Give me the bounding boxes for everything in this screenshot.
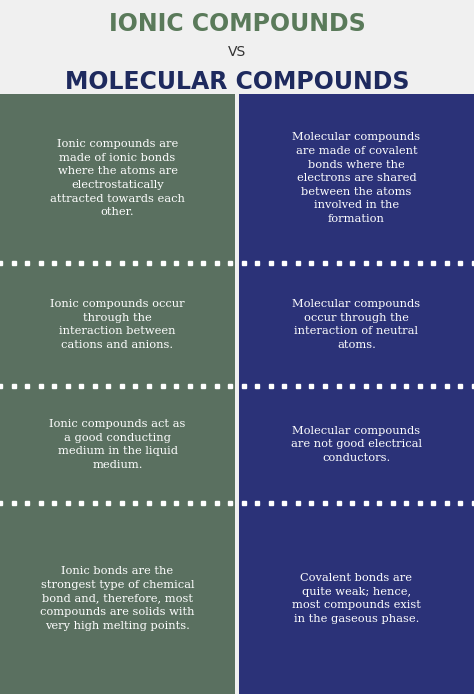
FancyBboxPatch shape xyxy=(239,502,474,694)
Text: Ionic bonds are the
strongest type of chemical
bond and, therefore, most
compoun: Ionic bonds are the strongest type of ch… xyxy=(40,566,195,631)
Text: MOLECULAR COMPOUNDS: MOLECULAR COMPOUNDS xyxy=(65,70,409,94)
Text: IONIC COMPOUNDS: IONIC COMPOUNDS xyxy=(109,12,365,36)
Text: Pediaa.com: Pediaa.com xyxy=(335,672,395,681)
Text: Molecular compounds
are not good electrical
conductors.: Molecular compounds are not good electri… xyxy=(291,426,422,463)
FancyBboxPatch shape xyxy=(0,502,235,694)
FancyBboxPatch shape xyxy=(239,94,474,262)
Text: Ionic compounds occur
through the
interaction between
cations and anions.: Ionic compounds occur through the intera… xyxy=(50,299,185,350)
Text: VS: VS xyxy=(228,45,246,59)
Text: Molecular compounds
occur through the
interaction of neutral
atoms.: Molecular compounds occur through the in… xyxy=(292,299,420,350)
Text: Covalent bonds are
quite weak; hence,
most compounds exist
in the gaseous phase.: Covalent bonds are quite weak; hence, mo… xyxy=(292,573,421,624)
FancyBboxPatch shape xyxy=(0,262,235,387)
FancyBboxPatch shape xyxy=(0,387,235,502)
Text: Ionic compounds are
made of ionic bonds
where the atoms are
electrostatically
at: Ionic compounds are made of ionic bonds … xyxy=(50,139,185,217)
FancyBboxPatch shape xyxy=(239,262,474,387)
Text: Ionic compounds act as
a good conducting
medium in the liquid
medium.: Ionic compounds act as a good conducting… xyxy=(49,419,186,470)
FancyBboxPatch shape xyxy=(239,387,474,502)
Text: Molecular compounds
are made of covalent
bonds where the
electrons are shared
be: Molecular compounds are made of covalent… xyxy=(292,133,420,224)
FancyBboxPatch shape xyxy=(0,94,235,262)
